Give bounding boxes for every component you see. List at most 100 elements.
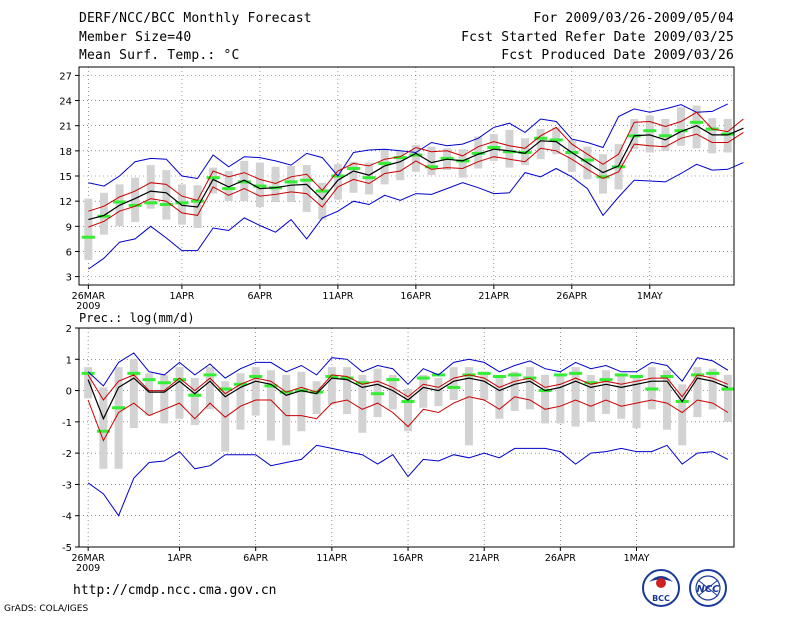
chart0-median-day-26 — [487, 145, 501, 149]
chart1-xtick-label-21APR: 21APR — [469, 553, 500, 564]
chart1-lower-line — [87, 396, 729, 442]
chart1-median-day-7 — [188, 393, 202, 397]
chart1-box-day-4 — [145, 373, 154, 416]
chart1-box-day-34 — [602, 370, 611, 415]
chart0-box-day-15 — [318, 182, 327, 220]
chart1-median-day-12 — [264, 384, 278, 388]
chart0-ytick-label-9: 9 — [66, 222, 72, 233]
chart1-box-day-8 — [206, 367, 214, 410]
chart0-xtick-label-1MAY: 1MAY — [637, 291, 663, 302]
chart0-median-day-13 — [284, 180, 298, 184]
chart1-box-day-10 — [236, 373, 245, 430]
chart0-median-day-39 — [690, 120, 704, 124]
chart1-median-day-18 — [355, 381, 369, 385]
chart0-box-day-12 — [271, 166, 280, 202]
chart0-median-day-19 — [378, 161, 392, 165]
chart1-median-day-37 — [645, 387, 659, 391]
chart0-box-day-13 — [287, 165, 296, 202]
chart0-median-day-29 — [534, 136, 548, 140]
chart0-box-day-35 — [630, 118, 639, 150]
chart0-xtick-label-1APR: 1APR — [169, 291, 194, 302]
chart0-ytick-label-3: 3 — [66, 273, 72, 284]
chart0-box-day-21 — [411, 144, 420, 172]
chart0-median-day-15 — [315, 189, 329, 193]
chart1-box-day-2 — [114, 367, 123, 469]
chart0-box-day-38 — [676, 107, 685, 146]
bcc-logo-text: BCC — [652, 594, 670, 603]
chart1-ytick-label--2: -2 — [62, 449, 72, 460]
chart0-ytick-label-15: 15 — [59, 172, 72, 183]
chart0-median-day-37 — [658, 134, 672, 138]
chart1-box-day-42 — [723, 374, 732, 422]
chart1-box-day-24 — [449, 367, 458, 400]
chart0-box-day-24 — [458, 149, 467, 178]
chart0-box-day-14 — [302, 165, 311, 213]
chart1-box-day-40 — [693, 367, 702, 418]
chart1-ytick-label--1: -1 — [62, 418, 72, 429]
chart1-box-day-17 — [343, 367, 352, 415]
chart0-ytick-label-24: 24 — [59, 97, 72, 108]
chart1-median-day-42 — [721, 387, 735, 391]
chart0-box-day-40 — [708, 118, 717, 154]
chart0-box-day-6 — [177, 184, 186, 225]
forecast-period: For 2009/03/26-2009/05/04 — [533, 11, 734, 26]
chart0-box-day-4 — [146, 165, 155, 209]
chart1-median-day-2 — [112, 406, 126, 410]
chart0-box-day-3 — [131, 177, 140, 223]
chart1-box-day-23 — [434, 378, 443, 407]
forecast-start-date: Fcst Started Refer Date 2009/03/25 — [461, 30, 734, 45]
chart0-box-day-17 — [349, 161, 358, 193]
chart0-box-day-22 — [427, 146, 436, 176]
chart1-box-day-12 — [266, 370, 275, 441]
chart0-median-day-17 — [346, 166, 360, 170]
chart1-median-day-17 — [340, 376, 354, 380]
ncc-logo-text: NCC — [696, 584, 720, 595]
chart0-median-day-3 — [128, 203, 142, 207]
chart1-xtick-label-16APR: 16APR — [393, 553, 424, 564]
chart0-median-day-18 — [362, 176, 376, 180]
chart1-median-day-19 — [371, 392, 385, 396]
chart0-median-day-36 — [643, 129, 657, 133]
chart1-box-day-31 — [556, 374, 565, 424]
chart0-box-day-27 — [505, 129, 514, 168]
forecast-produced-date: Fcst Produced Date 2009/03/26 — [501, 48, 734, 63]
chart1-xtick-label-26APR: 26APR — [545, 553, 576, 564]
chart0-xtick-sublabel-26MAR: 2009 — [76, 301, 100, 312]
chart1-ytick-label-2: 2 — [66, 324, 72, 335]
chart0-median-day-38 — [674, 129, 688, 133]
chart1-ytick-label--4: -4 — [62, 512, 72, 523]
chart0-median-day-30 — [549, 138, 563, 142]
chart0-mean-line — [88, 125, 744, 221]
chart1-median-day-26 — [477, 371, 491, 375]
chart1-ytick-label--5: -5 — [62, 543, 72, 554]
chart0-xtick-label-26APR: 26APR — [556, 291, 587, 302]
chart0-median-day-9 — [222, 187, 236, 191]
chart1-median-day-16 — [325, 374, 339, 378]
chart1-median-day-11 — [249, 374, 263, 378]
chart0-median-day-32 — [580, 158, 594, 162]
chart0-min-line — [88, 162, 744, 270]
chart0-upper-line — [88, 111, 744, 212]
chart0-median-day-21 — [409, 153, 423, 157]
chart1-upper-line — [87, 374, 729, 401]
chart1-box-day-22 — [419, 374, 428, 408]
chart1-median-day-27 — [492, 374, 506, 378]
chart1-box-day-39 — [678, 384, 687, 446]
chart1-median-day-20 — [386, 378, 400, 382]
chart1-box-day-38 — [662, 370, 671, 430]
chart0-box-day-39 — [692, 105, 701, 149]
chart1-box-day-16 — [327, 367, 336, 405]
chart0-ytick-label-6: 6 — [66, 247, 72, 258]
chart1-xtick-label-1MAY: 1MAY — [624, 553, 650, 564]
chart1-median-day-1 — [96, 429, 110, 433]
chart1-median-day-41 — [706, 371, 720, 375]
chart1-median-day-36 — [630, 374, 644, 378]
chart0-median-day-4 — [144, 201, 158, 205]
chart1-box-day-1 — [99, 387, 108, 469]
chart0-box-day-8 — [209, 167, 218, 194]
chart1-plot-frame — [78, 327, 735, 548]
chart0-median-day-7 — [191, 199, 205, 203]
source-url[interactable]: http://cmdp.ncc.cma.gov.cn — [73, 583, 277, 598]
chart0-median-day-41 — [721, 132, 735, 136]
